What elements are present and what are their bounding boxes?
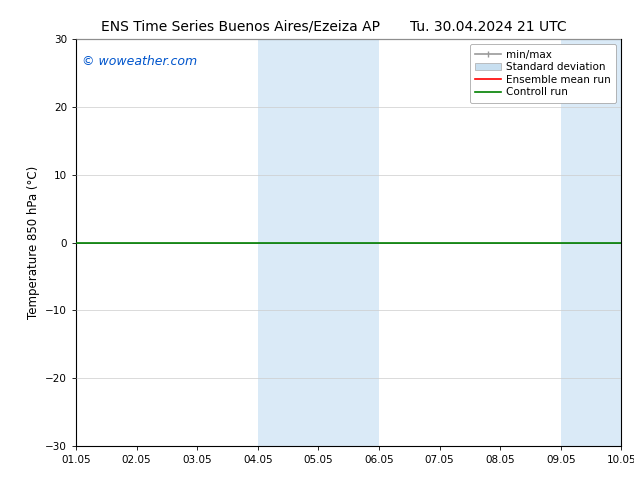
Legend: min/max, Standard deviation, Ensemble mean run, Controll run: min/max, Standard deviation, Ensemble me… [470, 45, 616, 102]
Y-axis label: Temperature 850 hPa (°C): Temperature 850 hPa (°C) [27, 166, 39, 319]
Text: © woweather.com: © woweather.com [82, 55, 197, 69]
Text: Tu. 30.04.2024 21 UTC: Tu. 30.04.2024 21 UTC [410, 20, 567, 34]
Bar [258, 39, 379, 446]
Text: ENS Time Series Buenos Aires/Ezeiza AP: ENS Time Series Buenos Aires/Ezeiza AP [101, 20, 380, 34]
Bar [560, 39, 621, 446]
